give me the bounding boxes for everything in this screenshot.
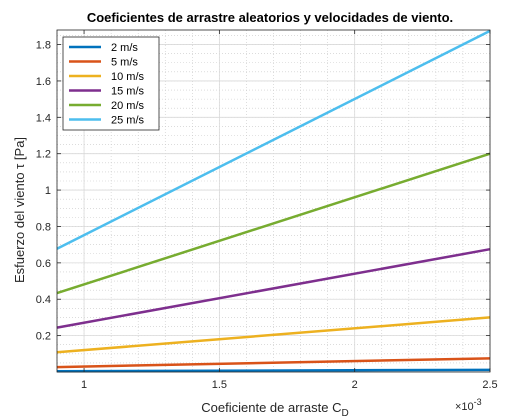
y-tick-label: 0.6 [36,258,51,270]
legend-entry-label: 5 m/s [111,57,138,69]
axes-frame [56,29,491,373]
series-line-25-m-s [56,29,491,250]
x-exponent-base: ×10 [455,401,474,413]
legend: 2 m/s 5 m/s 10 m/s 15 m/s 20 m/s 25 m/s [62,36,160,131]
y-tick-label: 1.4 [36,112,51,124]
x-tick-label: 2.5 [482,379,497,391]
x-axis-label-main: Coeficiente de arraste C [201,400,341,415]
y-tick-label: 0.8 [36,221,51,233]
legend-entry-label: 2 m/s [111,42,138,54]
series-line-20-m-s [56,152,491,295]
series-lines [56,29,491,373]
series-line-5-m-s [56,357,491,369]
x-exponent-power: -3 [474,397,482,407]
legend-entry-label: 25 m/s [111,115,145,127]
x-tick-label: 1 [81,379,87,391]
axes-box [56,29,491,373]
legend-box [62,36,160,131]
x-tick-label: 2 [352,379,358,391]
y-tick-labels: 0.2 0.4 0.6 0.8 1 1.2 1.4 1.6 1.8 [36,40,51,343]
legend-entry-label: 10 m/s [111,71,145,83]
series-line-10-m-s [56,316,491,354]
x-axis-label: Coeficiente de arraste CD [201,400,348,419]
y-tick-label: 0.2 [36,331,51,343]
chart-title: Coeficientes de arrastre aleatorios y ve… [87,10,453,25]
x-tick-label: 1.5 [212,379,227,391]
y-axis-label: Esfuerzo del viento τ [Pa] [12,137,27,283]
x-axis-exponent: ×10-3 [455,397,482,413]
y-tick-label: 1.6 [36,76,51,88]
y-tick-label: 0.4 [36,294,51,306]
x-tick-labels: 1 1.5 2 2.5 [81,379,498,391]
legend-entry-label: 20 m/s [111,100,145,112]
y-tick-label: 1.2 [36,149,51,161]
y-tick-label: 1.8 [36,40,51,52]
y-tick-label: 1 [45,185,51,197]
legend-entry-label: 15 m/s [111,86,145,98]
x-axis-label-subscript: D [341,408,348,419]
series-line-2-m-s [56,368,491,373]
series-line-15-m-s [56,247,491,329]
